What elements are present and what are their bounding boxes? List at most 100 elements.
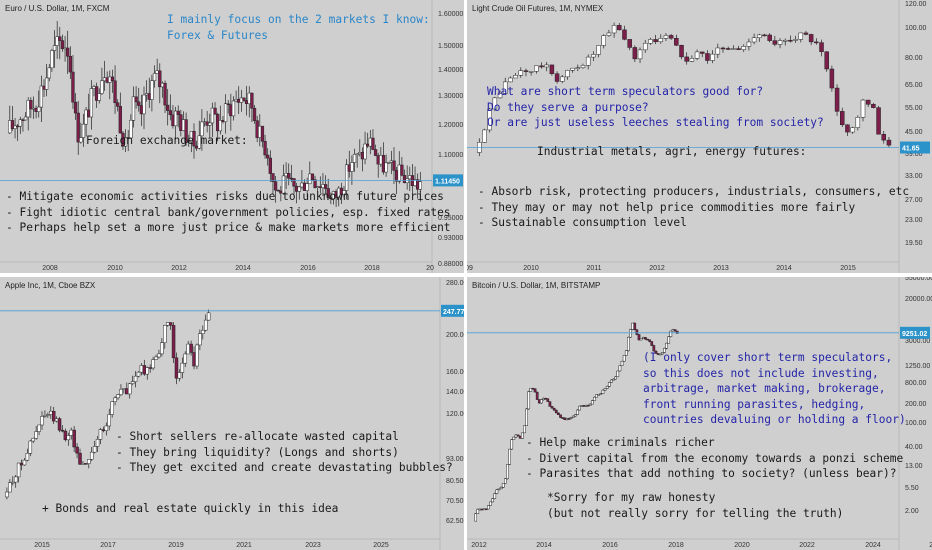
x-tick-label: 2010 (523, 265, 539, 272)
eurusd-chart-panel[interactable]: 1.60000 1.50000 1.40000 1.30000 1.20000 1.100… (0, 0, 464, 273)
candle-body (675, 330, 679, 334)
candle-body (16, 462, 21, 478)
candle-body (544, 64, 549, 68)
crude-oil-chart-panel[interactable]: 120.00 100.00 80.00 65.00 55.00 45.00 39.00 33.… (467, 0, 932, 273)
note-line: (I only cover short term speculators, (643, 351, 893, 364)
x-tick-label: 2015 (840, 265, 856, 272)
candle-body (192, 131, 196, 147)
candle-body (855, 117, 861, 128)
candle-body (152, 73, 157, 81)
candle-body (757, 34, 762, 38)
candle-body (607, 382, 611, 387)
y-tick-label: 280.00 (446, 280, 464, 287)
candle-body (97, 93, 101, 101)
candle-body (637, 334, 641, 341)
candle-body (710, 53, 715, 61)
note-line: What are short term speculators good for… (487, 85, 764, 98)
candle-body (358, 152, 362, 155)
candle-body (316, 186, 320, 188)
candle-body (476, 509, 480, 514)
note-line: Industrial metals, agri, energy futures: (537, 145, 807, 158)
candle-body (668, 35, 674, 39)
bitcoin-chart-panel[interactable]: 55000.00 20000.00 3000.00 1250.00 800.00 200.… (467, 277, 932, 550)
candle-body (297, 186, 301, 192)
candle-body (108, 76, 112, 83)
candle-body (18, 119, 22, 127)
candle-body (144, 93, 149, 96)
candle-body (46, 414, 50, 416)
candle-body (499, 487, 503, 490)
candle-body (39, 85, 44, 108)
candle-body (539, 65, 544, 68)
candle-body (518, 435, 522, 439)
note-line: - Fight idiotic central bank/government … (6, 205, 451, 219)
candle-body (250, 92, 254, 109)
y-tick-label: 1.40000 (438, 67, 463, 74)
candle-body (663, 35, 669, 39)
note-line: Forex & Futures (167, 28, 269, 42)
candle-body (223, 103, 228, 123)
candle-body (381, 155, 386, 173)
y-tick-label: 0.93000 (438, 235, 463, 242)
candle-body (26, 100, 30, 118)
candle-body (605, 386, 609, 389)
candle-body (576, 409, 579, 415)
candle-body (482, 129, 487, 143)
candle-body (487, 108, 492, 131)
y-tick-label: 120.00 (905, 1, 927, 8)
candle-body (575, 67, 581, 69)
candle-body (218, 120, 222, 132)
candle-body (166, 104, 170, 111)
candle-body (860, 99, 866, 118)
candle-body (40, 416, 44, 426)
y-tick-label: 27.00 (905, 197, 923, 204)
candle-body (202, 121, 207, 124)
candle-body (81, 123, 86, 138)
candle-body (552, 407, 556, 411)
candle-body (21, 119, 25, 121)
y-tick-label: 1.20000 (438, 122, 463, 129)
candle-body (387, 162, 391, 164)
candle-body (352, 154, 357, 163)
y-tick-label: 39.00 (905, 151, 923, 158)
candle-body (508, 77, 513, 83)
candle-body (68, 56, 72, 73)
chart-title: Light Crude Oil Futures, 1M, NYMEX (472, 4, 604, 13)
candle-body (474, 513, 478, 522)
candle-body (529, 388, 533, 392)
candle-body (63, 47, 67, 50)
candle-body (402, 175, 407, 184)
note-line: - Short sellers re-allocate wasted capit… (116, 430, 399, 443)
apple-chart-panel[interactable]: 280.00 200.00 160.00 140.00 120.00 93.00 80.50… (0, 277, 464, 550)
candle-body (646, 338, 649, 341)
candle-body (622, 355, 626, 362)
candle-body (19, 462, 24, 466)
candle-body (502, 81, 508, 94)
note-short-sellers: - Short sellers re-allocate wasted capit… (116, 429, 453, 476)
y-tick-label: 3000.00 (905, 338, 930, 345)
y-tick-label: 2.00 (905, 508, 919, 515)
candle-body (528, 71, 534, 73)
note-line: - Mitigate economic activities risks due… (6, 190, 444, 203)
y-tick-label: 1.30000 (438, 93, 463, 100)
candle-body (603, 388, 607, 391)
note-line: Do they serve a purpose? (487, 100, 649, 114)
candle-body (273, 181, 278, 191)
candle-body (829, 68, 835, 89)
candle-body (610, 379, 613, 383)
y-tick-label: 140.00 (446, 389, 464, 396)
candle-body (44, 77, 49, 90)
candle-body (323, 184, 328, 189)
crude-oil-chart: 120.00 100.00 80.00 65.00 55.00 45.00 39.00 33.… (467, 0, 930, 273)
candle-body (644, 337, 647, 340)
candle-body (705, 53, 710, 61)
candle-body (122, 388, 126, 390)
y-tick-label: 55000.00 (905, 277, 932, 282)
candle-body (601, 389, 605, 394)
candle-body (79, 137, 83, 143)
candle-body (31, 438, 35, 442)
candle-body (205, 121, 209, 126)
candle-body (84, 463, 88, 465)
y-tick-label: 1.10000 (438, 152, 463, 159)
candle-body (78, 452, 82, 465)
